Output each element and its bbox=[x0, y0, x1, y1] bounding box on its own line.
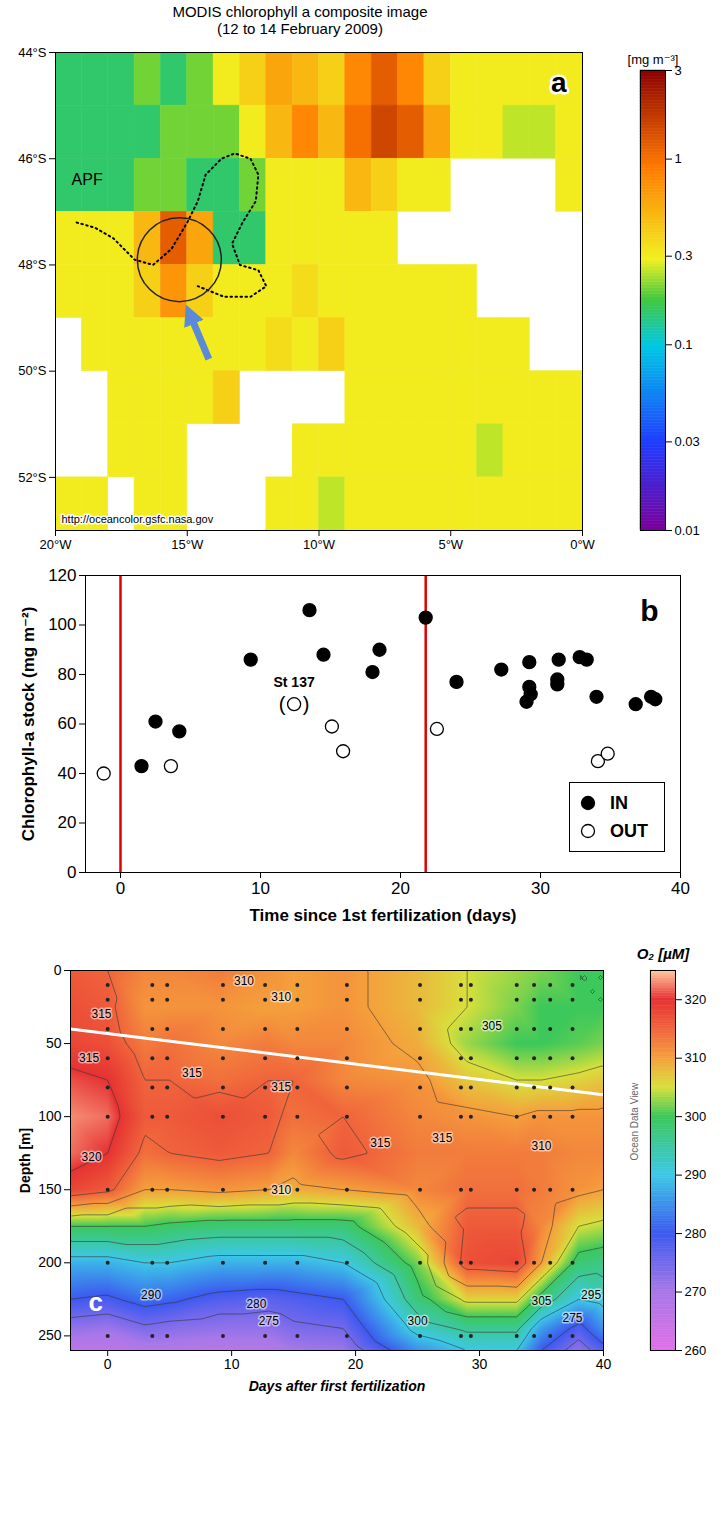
svg-text:290: 290 bbox=[685, 1167, 707, 1182]
svg-text:1: 1 bbox=[675, 151, 682, 166]
svg-text:310: 310 bbox=[271, 990, 291, 1004]
svg-text:80: 80 bbox=[58, 665, 77, 684]
svg-text:30: 30 bbox=[472, 1356, 488, 1372]
svg-text:315: 315 bbox=[91, 1007, 111, 1021]
svg-text:46°S: 46°S bbox=[18, 151, 47, 166]
svg-text:Ocean Data View: Ocean Data View bbox=[629, 1082, 640, 1160]
svg-text:20°W: 20°W bbox=[40, 537, 73, 552]
svg-text:b: b bbox=[640, 594, 658, 627]
svg-text:310: 310 bbox=[271, 1183, 291, 1197]
svg-text:(: ( bbox=[279, 693, 286, 715]
svg-text:52°S: 52°S bbox=[18, 470, 47, 485]
html-text:MODIS chlorophyll a composite: MODIS chlorophyll a composite image (12 … bbox=[172, 3, 428, 37]
svg-text:40: 40 bbox=[58, 764, 77, 783]
svg-text:0: 0 bbox=[116, 879, 125, 898]
svg-text:320: 320 bbox=[685, 992, 707, 1007]
svg-text:0: 0 bbox=[67, 863, 76, 882]
svg-text:Depth [m]: Depth [m] bbox=[17, 1128, 33, 1193]
svg-text:0.1: 0.1 bbox=[675, 337, 693, 352]
svg-text:0: 0 bbox=[104, 1356, 112, 1372]
svg-text:Days after first fertilization: Days after first fertilization bbox=[249, 1378, 426, 1394]
svg-text:120: 120 bbox=[48, 566, 76, 585]
svg-text:0: 0 bbox=[54, 962, 62, 978]
svg-text:http://oceancolor.gsfc.nasa.go: http://oceancolor.gsfc.nasa.gov bbox=[62, 513, 214, 525]
svg-text:310: 310 bbox=[685, 1050, 707, 1065]
svg-text:0.01: 0.01 bbox=[675, 523, 700, 538]
svg-text:48°S: 48°S bbox=[18, 257, 47, 272]
svg-text:Time since 1st fertilization (: Time since 1st fertilization (days) bbox=[249, 906, 516, 925]
svg-text:260: 260 bbox=[685, 1343, 707, 1358]
html-text:OUT: OUT bbox=[610, 820, 648, 841]
svg-text:Chlorophyll-a stock (mg m⁻²): Chlorophyll-a stock (mg m⁻²) bbox=[19, 607, 38, 842]
svg-text:275: 275 bbox=[259, 1314, 279, 1328]
svg-text:c: c bbox=[89, 1287, 103, 1317]
svg-text:O₂ [µM]: O₂ [µM] bbox=[637, 945, 691, 962]
svg-text:295: 295 bbox=[581, 1288, 601, 1302]
svg-text:200: 200 bbox=[38, 1254, 62, 1270]
svg-text:60: 60 bbox=[58, 714, 77, 733]
svg-text:0.03: 0.03 bbox=[675, 434, 700, 449]
svg-text:310: 310 bbox=[234, 974, 254, 988]
svg-text:40: 40 bbox=[671, 879, 690, 898]
svg-text:100: 100 bbox=[38, 1108, 62, 1124]
svg-text:100: 100 bbox=[48, 615, 76, 634]
svg-text:310: 310 bbox=[532, 1139, 552, 1153]
svg-text:0°W: 0°W bbox=[570, 537, 595, 552]
svg-text:315: 315 bbox=[182, 1066, 202, 1080]
svg-text:315: 315 bbox=[432, 1131, 452, 1145]
svg-text:5°W: 5°W bbox=[438, 537, 463, 552]
svg-text:30: 30 bbox=[531, 879, 550, 898]
svg-text:300: 300 bbox=[408, 1314, 428, 1328]
svg-text:[mg m⁻³]: [mg m⁻³] bbox=[628, 52, 679, 67]
svg-text:10°W: 10°W bbox=[303, 537, 336, 552]
svg-text:305: 305 bbox=[482, 1019, 502, 1033]
svg-text:315: 315 bbox=[271, 1080, 291, 1094]
svg-text:15°W: 15°W bbox=[171, 537, 204, 552]
svg-text:315: 315 bbox=[370, 1136, 390, 1150]
svg-text:20: 20 bbox=[348, 1356, 364, 1372]
svg-text:St 137: St 137 bbox=[273, 674, 314, 690]
svg-text:280: 280 bbox=[685, 1226, 707, 1241]
svg-text:a: a bbox=[551, 67, 567, 98]
svg-text:275: 275 bbox=[562, 1311, 582, 1325]
svg-text:10: 10 bbox=[251, 879, 270, 898]
svg-text:44°S: 44°S bbox=[18, 45, 47, 60]
svg-text:): ) bbox=[303, 693, 310, 715]
svg-text:APF: APF bbox=[72, 171, 103, 188]
html-text:IN: IN bbox=[610, 792, 628, 813]
svg-text:250: 250 bbox=[38, 1327, 62, 1343]
svg-text:150: 150 bbox=[38, 1181, 62, 1197]
svg-text:300: 300 bbox=[685, 1109, 707, 1124]
svg-text:320: 320 bbox=[82, 1150, 102, 1164]
svg-text:3: 3 bbox=[674, 62, 682, 78]
svg-text:0.3: 0.3 bbox=[675, 248, 693, 263]
svg-text:280: 280 bbox=[246, 1297, 266, 1311]
svg-text:50: 50 bbox=[46, 1035, 62, 1051]
svg-text:10: 10 bbox=[224, 1356, 240, 1372]
svg-text:270: 270 bbox=[685, 1284, 707, 1299]
svg-text:290: 290 bbox=[141, 1288, 161, 1302]
svg-text:305: 305 bbox=[532, 1294, 552, 1308]
svg-text:40: 40 bbox=[596, 1356, 612, 1372]
svg-text:20: 20 bbox=[58, 813, 77, 832]
svg-text:20: 20 bbox=[391, 879, 410, 898]
svg-text:315: 315 bbox=[79, 1051, 99, 1065]
svg-text:50°S: 50°S bbox=[18, 363, 47, 378]
